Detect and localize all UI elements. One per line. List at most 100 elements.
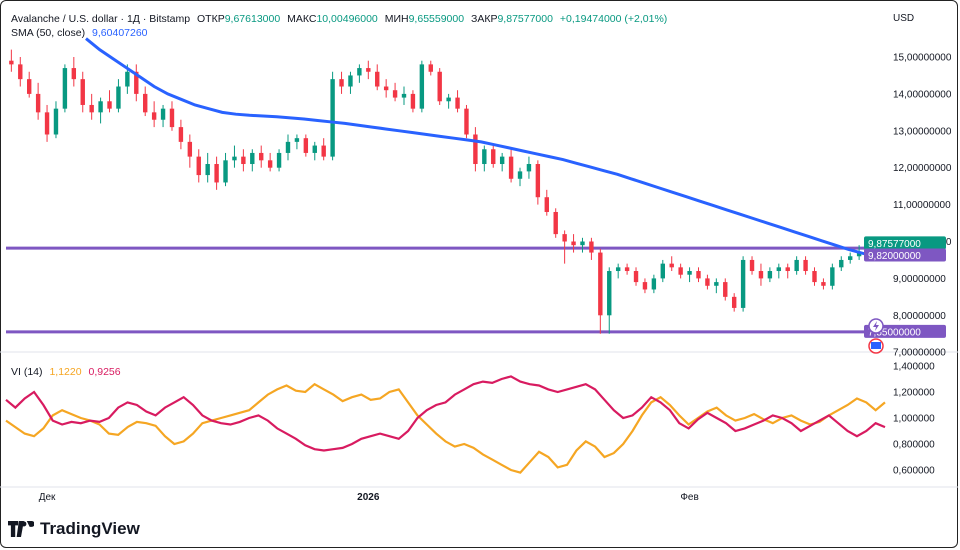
candle-body bbox=[803, 259, 808, 272]
vi-tick-label: 0,800000 bbox=[893, 440, 935, 451]
low-value: МИН9,65559000 bbox=[384, 13, 465, 25]
tradingview-logo-icon bbox=[8, 521, 34, 537]
brand-name: TradingView bbox=[40, 519, 140, 538]
candle-body bbox=[678, 267, 683, 275]
candle-body bbox=[160, 108, 166, 120]
candle-body bbox=[71, 68, 77, 80]
candle-body bbox=[98, 101, 103, 113]
tradingview-brand[interactable]: TradingView bbox=[8, 519, 140, 539]
candle-body bbox=[455, 97, 460, 109]
vi-label: VI (14) bbox=[11, 366, 43, 378]
candle-body bbox=[785, 267, 790, 272]
candle-body bbox=[624, 267, 630, 272]
candle-body bbox=[312, 145, 317, 153]
candle-body bbox=[651, 278, 657, 290]
candle-body bbox=[53, 108, 59, 135]
sma-label: SMA (50, close) bbox=[11, 27, 86, 39]
candle-body bbox=[856, 252, 862, 257]
candle-body bbox=[696, 271, 701, 279]
candle-body bbox=[151, 112, 157, 120]
candle-body bbox=[232, 156, 237, 161]
candle-body bbox=[731, 296, 737, 308]
last-price-tag-bg bbox=[864, 236, 946, 250]
price-tick-label: 11,00000000 bbox=[893, 200, 951, 211]
candle-body bbox=[499, 156, 505, 165]
vi-tick-label: 1,200000 bbox=[893, 388, 935, 399]
candle-body bbox=[357, 68, 362, 76]
candle-body bbox=[464, 108, 469, 135]
candle-body bbox=[705, 278, 710, 286]
candle-body bbox=[18, 64, 23, 80]
candle-body bbox=[758, 271, 764, 279]
sma-legend[interactable]: SMA (50, close) 9,60407260 bbox=[11, 27, 152, 39]
candle-body bbox=[125, 71, 130, 87]
candle-body bbox=[633, 271, 639, 283]
candle-body bbox=[259, 152, 264, 161]
price-tick-label: 8,00000000 bbox=[893, 311, 946, 322]
vi-legend[interactable]: VI (14) 1,1220 0,9256 bbox=[11, 366, 125, 378]
candle-body bbox=[339, 79, 344, 87]
high-value: МАКС10,00496000 bbox=[287, 13, 378, 25]
candle-body bbox=[669, 263, 674, 268]
candle-body bbox=[508, 156, 514, 179]
candle-body bbox=[794, 259, 799, 272]
candle-body bbox=[321, 145, 326, 157]
candle-body bbox=[35, 93, 41, 113]
level-upper-tag: 9,82000000 bbox=[868, 251, 921, 262]
candle-body bbox=[178, 127, 184, 142]
candle-body bbox=[107, 101, 112, 109]
candle-body bbox=[589, 241, 594, 253]
level-lower-tag: 7,55000000 bbox=[868, 327, 921, 338]
candle-body bbox=[749, 259, 755, 272]
vi-minus-line bbox=[5, 375, 886, 452]
candle-body bbox=[285, 141, 291, 153]
candle-body bbox=[196, 156, 201, 176]
candle-body bbox=[740, 259, 746, 308]
candle-body bbox=[348, 75, 353, 87]
vi-plus-line bbox=[5, 382, 886, 474]
candle-body bbox=[830, 267, 835, 286]
candle-body bbox=[410, 93, 416, 109]
candle-body bbox=[214, 164, 219, 183]
symbol-header: Avalanche / U.S. dollar · 1Д · Bitstamp … bbox=[11, 13, 671, 25]
candle-body bbox=[143, 93, 148, 113]
candle-body bbox=[169, 108, 175, 128]
vi-tick-label: 0,600000 bbox=[893, 466, 935, 477]
candle-body bbox=[491, 149, 496, 165]
candle-body bbox=[473, 134, 478, 165]
candle-body bbox=[44, 112, 50, 135]
candle-body bbox=[303, 138, 309, 153]
candle-body bbox=[62, 68, 68, 109]
close-value: ЗАКР9,87577000 bbox=[471, 13, 553, 25]
candle-body bbox=[714, 282, 719, 286]
candle-body bbox=[544, 197, 549, 212]
candle-body bbox=[223, 160, 228, 183]
currency-label[interactable]: USD bbox=[893, 13, 915, 24]
candle-body bbox=[526, 164, 532, 172]
candle-body bbox=[446, 97, 451, 102]
candle-body bbox=[294, 138, 300, 142]
symbol-title: Avalanche / U.S. dollar · 1Д · Bitstamp bbox=[11, 13, 191, 25]
candle-body bbox=[80, 79, 85, 105]
candle-body bbox=[276, 152, 282, 168]
candle-body bbox=[267, 160, 273, 168]
candle-body bbox=[562, 234, 567, 242]
time-tick-label: Фев bbox=[680, 492, 698, 503]
price-tick-label: 15,00000000 bbox=[893, 53, 952, 64]
vi-minus-value: 0,9256 bbox=[88, 366, 121, 378]
vi-plus-value: 1,1220 bbox=[49, 366, 82, 378]
vi-tick-label: 1,000000 bbox=[893, 414, 935, 425]
candle-body bbox=[839, 259, 844, 268]
candle-body bbox=[723, 282, 728, 297]
price-tick-label: 12,00000000 bbox=[893, 163, 952, 174]
candle-body bbox=[383, 86, 389, 91]
candle-body bbox=[660, 263, 665, 279]
candle-body bbox=[375, 71, 380, 87]
price-tick-label: 13,00000000 bbox=[893, 126, 952, 137]
candle-body bbox=[401, 93, 407, 98]
candle-body bbox=[847, 256, 853, 260]
price-tick-label: 9,00000000 bbox=[893, 274, 946, 285]
candle-body bbox=[553, 211, 558, 235]
